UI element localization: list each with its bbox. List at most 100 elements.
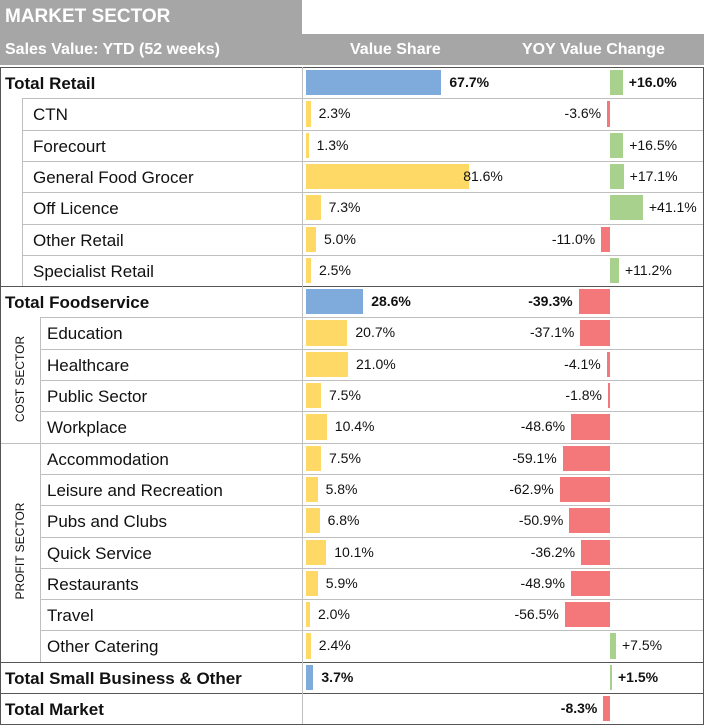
row-divider — [22, 192, 704, 194]
value-share-label: 20.7% — [355, 324, 396, 341]
row-divider — [22, 129, 704, 131]
row-divider — [40, 567, 704, 569]
yoy-change-label: -36.2% — [530, 543, 576, 560]
yoy-change-label: +16.5% — [629, 136, 678, 153]
table-row: Public Sector 7.5% -1.8% — [0, 380, 704, 411]
yoy-change-bar — [610, 257, 619, 284]
yoy-change-label: -50.9% — [518, 512, 564, 529]
row-divider — [40, 505, 704, 507]
value-share-label: 2.5% — [319, 261, 351, 278]
row-label: Specialist Retail — [33, 261, 154, 281]
yoy-change-label: -48.6% — [520, 418, 566, 435]
row-divider — [40, 380, 704, 381]
row-label: Travel — [47, 606, 94, 626]
value-share-bar — [306, 383, 321, 409]
row-divider — [0, 442, 704, 444]
table-row: CTN 2.3% -3.6% — [0, 98, 704, 129]
yoy-change-label: -39.3% — [528, 293, 573, 310]
table-row: Workplace 10.4% -48.6% — [0, 411, 704, 442]
yoy-change-label: -3.6% — [564, 105, 602, 122]
yoy-change-bar — [578, 289, 610, 315]
value-share-label: 81.6% — [463, 167, 503, 184]
row-label: Other Catering — [47, 637, 159, 657]
yoy-change-label: -62.9% — [509, 480, 554, 497]
value-share-bar — [306, 101, 311, 127]
table-row: Off Licence 7.3% +41.1% — [0, 192, 704, 223]
value-share-label: 10.4% — [334, 418, 375, 435]
table-row: Forecourt 1.3% +16.5% — [0, 130, 704, 161]
row-label: Restaurants — [47, 574, 139, 594]
yoy-change-bar — [601, 226, 610, 252]
value-share-label: 2.4% — [318, 637, 351, 654]
yoy-change-bar — [608, 383, 610, 409]
row-divider — [22, 223, 704, 225]
yoy-change-label: -48.9% — [520, 574, 565, 591]
table-row: Leisure and Recreation 5.8% -62.9% — [0, 474, 704, 505]
yoy-change-bar — [564, 602, 610, 628]
row-label: Accommodation — [47, 449, 169, 469]
table-row: Other Catering 2.4% +7.5% — [0, 630, 704, 661]
yoy-change-label: +7.5% — [622, 637, 663, 654]
yoy-change-bar — [607, 101, 610, 127]
column-divider — [40, 317, 41, 662]
value-share-header: Value Share — [350, 41, 441, 58]
value-share-bar — [306, 602, 310, 628]
value-share-bar — [306, 195, 321, 221]
yoy-change-label: -11.0% — [551, 230, 596, 247]
table-row: Pubs and Clubs 6.8% -50.9% — [0, 505, 704, 536]
table-row: Healthcare 21.0% -4.1% — [0, 349, 704, 380]
row-divider — [0, 693, 704, 694]
yoy-change-bar — [610, 633, 616, 659]
row-divider — [40, 630, 704, 632]
row-divider — [40, 473, 704, 475]
table-row: General Food Grocer 81.6% +17.1% — [0, 161, 704, 192]
column-divider — [302, 67, 303, 725]
value-share-bar — [306, 664, 314, 690]
value-share-label: 6.8% — [327, 512, 360, 529]
yoy-change-bar — [610, 664, 612, 690]
yoy-change-label: -59.1% — [512, 449, 557, 466]
yoy-change-label: -8.3% — [560, 700, 598, 716]
row-label: Total Retail — [5, 74, 96, 93]
table-row: Total Foodservice 28.6% -39.3% — [0, 286, 704, 317]
row-label: Quick Service — [47, 543, 152, 563]
row-divider — [0, 67, 704, 68]
row-divider — [0, 661, 704, 663]
yoy-change-bar — [570, 570, 610, 597]
row-label: Pubs and Clubs — [47, 512, 168, 532]
value-share-label: 7.5% — [329, 387, 361, 403]
row-label: Total Market — [5, 700, 104, 719]
yoy-change-label: -1.8% — [565, 387, 602, 403]
value-share-label: 2.0% — [318, 606, 350, 623]
value-share-bar — [306, 132, 309, 158]
value-share-bar — [306, 539, 327, 565]
row-divider — [40, 599, 704, 601]
yoy-change-bar — [559, 476, 610, 503]
column-header-row: Sales Value: YTD (52 weeks) Value Share … — [0, 34, 704, 65]
row-divider — [22, 254, 704, 256]
yoy-change-bar — [571, 414, 610, 440]
row-label: Off Licence — [33, 199, 119, 219]
value-share-label: 1.3% — [316, 136, 349, 153]
table-row: Travel 2.0% -56.5% — [0, 599, 704, 630]
yoy-change-bar — [610, 132, 624, 158]
yoy-change-bar — [581, 539, 610, 565]
yoy-change-label: +1.5% — [618, 668, 659, 685]
yoy-change-label: +16.0% — [628, 74, 677, 90]
yoy-change-label: -56.5% — [514, 606, 559, 623]
row-divider — [40, 348, 704, 350]
yoy-change-bar — [569, 508, 610, 534]
yoy-change-label: -37.1% — [529, 324, 575, 341]
row-divider — [40, 411, 704, 413]
cost-sector-label: COST SECTOR — [13, 335, 27, 423]
row-label: General Food Grocer — [33, 167, 194, 187]
table-row: Accommodation 7.5% -59.1% — [0, 443, 704, 474]
table-row: Total Market -8.3% — [0, 693, 704, 724]
row-divider — [22, 98, 704, 100]
value-share-bar — [306, 226, 316, 252]
table-row: Total Retail 67.7% +16.0% — [0, 67, 704, 98]
value-share-label: 7.3% — [328, 199, 361, 216]
value-share-label: 5.9% — [325, 574, 358, 591]
value-share-bar — [306, 289, 364, 315]
